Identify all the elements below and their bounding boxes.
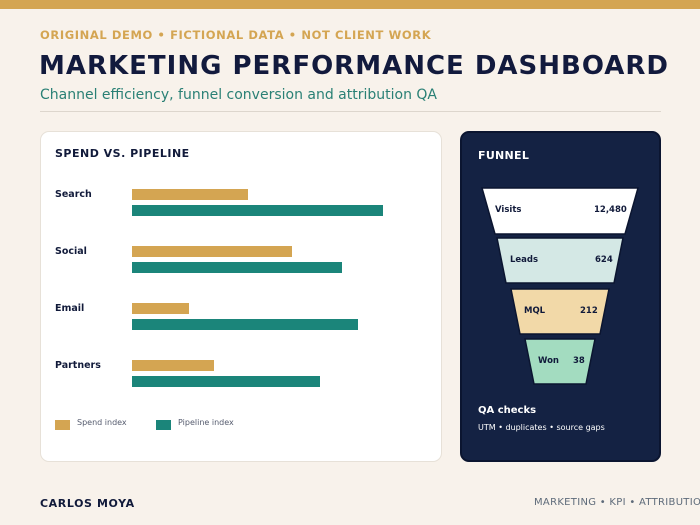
pipeline-bar-search: [132, 205, 384, 216]
page-title: MARKETING PERFORMANCE DASHBOARD: [39, 51, 669, 81]
funnel-chart: [481, 187, 639, 385]
spend-bar-social: [132, 246, 293, 257]
top-accent-bar: [0, 0, 700, 9]
pipeline-bar-social: [132, 262, 343, 273]
funnel-stage-label-won: Won: [538, 355, 559, 366]
legend-label-spend-index: Spend index: [77, 418, 127, 427]
footer-author: CARLOS MOYA: [40, 497, 135, 510]
footer-tags: MARKETING • KPI • ATTRIBUTION QA: [534, 497, 700, 508]
category-label-search: Search: [55, 189, 92, 200]
spend-pipeline-card: SPEND VS. PIPELINE Search Social Email Part…: [40, 131, 442, 462]
category-label-email: Email: [55, 303, 85, 314]
spend-bar-email: [132, 303, 189, 314]
funnel-stage-mql: [510, 288, 610, 335]
funnel-stage-label-visits: Visits: [495, 205, 522, 215]
spend-bar-search: [132, 189, 249, 200]
funnel-stage-value-visits: 12,480: [594, 205, 627, 215]
pipeline-bar-partners: [132, 376, 321, 387]
legend-swatch-spend-index: [55, 420, 70, 430]
spend-pipeline-title: SPEND VS. PIPELINE: [55, 147, 190, 160]
funnel-stage-value-won: 38: [573, 355, 585, 366]
funnel-stage-label-leads: Leads: [510, 254, 539, 265]
header-divider: [40, 111, 661, 112]
funnel-stage-won: [524, 338, 596, 385]
funnel-title: FUNNEL: [478, 149, 530, 162]
pipeline-bar-email: [132, 319, 359, 330]
legend-label-pipeline-index: Pipeline index: [178, 418, 234, 427]
funnel-stage-leads: [496, 237, 624, 284]
funnel-stage-value-leads: 624: [595, 254, 613, 265]
qa-checks-title: QA checks: [478, 405, 537, 416]
funnel-stage-label-mql: MQL: [524, 305, 546, 316]
header-kicker: ORIGINAL DEMO • FICTIONAL DATA • NOT CLI…: [40, 28, 432, 42]
category-label-social: Social: [55, 246, 87, 257]
funnel-stage-value-mql: 212: [580, 305, 598, 316]
category-label-partners: Partners: [55, 360, 101, 371]
qa-checks-text: UTM • duplicates • source gaps: [478, 423, 605, 432]
page-subtitle: Channel efficiency, funnel conversion an…: [40, 87, 438, 103]
spend-bar-partners: [132, 360, 214, 371]
legend-swatch-pipeline-index: [156, 420, 171, 430]
funnel-stage-visits: [481, 187, 639, 235]
funnel-card: FUNNEL Visits 12,480 Leads 624 MQL 212 Won 38 Q…: [460, 131, 661, 462]
